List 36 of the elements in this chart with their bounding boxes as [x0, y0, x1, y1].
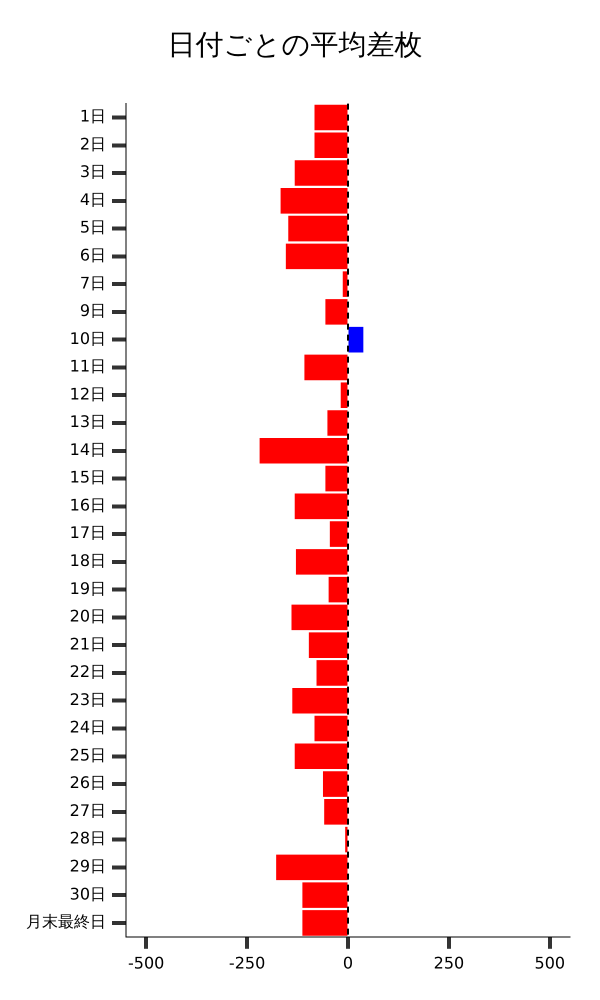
y-tick-label: 25日 — [70, 745, 106, 764]
y-tick-label: 18日 — [70, 551, 106, 570]
y-tick-label: 2日 — [80, 134, 106, 154]
y-tick-label: 3日 — [80, 162, 106, 182]
y-tick-label: 9日 — [80, 301, 106, 320]
y-tick-label: 15日 — [70, 468, 106, 487]
y-tick-label: 28日 — [70, 828, 106, 848]
y-tick-label: 20日 — [70, 606, 106, 626]
y-tick-label: 1日 — [80, 106, 106, 126]
y-tick-label: 月末最終日 — [26, 912, 106, 932]
x-tick-label: 250 — [434, 954, 464, 973]
y-tick-label: 12日 — [70, 384, 106, 404]
x-tick-label: 0 — [342, 954, 354, 973]
y-tick-label: 30日 — [70, 884, 106, 904]
y-tick-label: 19日 — [70, 578, 106, 598]
y-tick-label: 5日 — [80, 218, 106, 237]
y-tick-label: 26日 — [70, 773, 106, 792]
x-tick-label: -250 — [228, 954, 266, 973]
y-tick-label: 24日 — [70, 718, 106, 737]
y-tick-label: 6日 — [80, 246, 106, 265]
chart-title: 日付ごとの平均差枚 — [168, 28, 422, 62]
y-tick-label: 23日 — [70, 690, 106, 709]
y-tick-label: 14日 — [70, 440, 106, 459]
x-tick-label: 500 — [534, 954, 566, 973]
y-tick-label: 13日 — [70, 412, 106, 432]
y-tick-label: 17日 — [70, 523, 106, 542]
y-tick-label: 22日 — [70, 662, 106, 682]
x-tick-label: -500 — [128, 954, 164, 973]
y-tick-label: 10日 — [70, 328, 106, 348]
y-tick-label: 4日 — [80, 190, 106, 209]
y-tick-label: 27日 — [70, 800, 106, 820]
y-tick-label: 21日 — [70, 634, 106, 654]
y-tick-label: 16日 — [70, 495, 106, 514]
y-tick-label: 11日 — [70, 356, 106, 376]
y-tick-label: 29日 — [70, 856, 106, 876]
y-tick-label: 7日 — [80, 273, 106, 292]
